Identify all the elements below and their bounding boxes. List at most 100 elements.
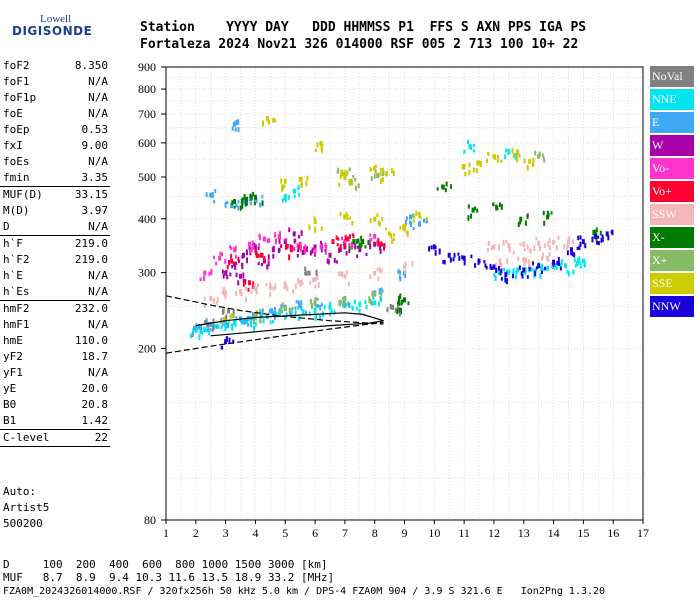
data-point-echo [314,250,317,256]
data-point-echo [351,180,354,186]
param-row: foF1p N/A [0,90,112,106]
data-point-echo [309,299,312,305]
data-point-echo [216,323,219,328]
param-row: B0 20.8 [0,397,112,413]
data-point-echo [230,254,233,259]
data-point-echo [533,269,536,274]
data-point-echo [319,304,322,311]
data-point-echo [343,302,346,308]
data-point-echo [377,237,380,244]
data-point-echo [320,246,323,253]
param-label: hmE [3,334,23,347]
data-point-echo [229,272,232,277]
data-point-echo [348,179,351,184]
data-point-echo [349,216,352,220]
data-point-echo [365,304,368,310]
data-point [349,178,353,184]
data-point [230,258,234,264]
data-point [403,297,406,303]
data-point-echo [281,198,284,203]
data-point [206,321,210,327]
data-point-echo [591,236,594,243]
data-point-echo [555,245,558,251]
data-point-echo [234,266,237,271]
data-point [522,267,526,273]
data-point-echo [316,297,319,301]
data-point-echo [289,312,292,316]
data-point-echo [583,260,586,267]
data-point-echo [572,269,575,275]
param-row: C-level 22 [0,430,112,446]
param-row: hmE 110.0 [0,333,112,349]
data-point-echo [519,242,522,246]
legend-item-sse: SSE [650,273,694,294]
data-point-echo [285,285,288,289]
data-point-echo [242,320,245,324]
data-point-echo [348,249,351,254]
data-point-echo [351,220,354,226]
data-point-echo [369,238,372,244]
data-point [516,267,520,273]
param-label: B1 [3,414,17,427]
data-point-echo [474,206,477,211]
data-point-echo [211,192,214,196]
data-point-echo [221,345,224,350]
data-point-echo [324,248,327,253]
header-line-1: Station YYYY DAY DDD HHMMSS P1 FFS S AXN… [140,20,587,35]
data-point-echo [497,244,500,251]
data-point-echo [311,277,314,283]
data-point-echo [297,300,300,306]
data-point-echo [505,148,508,153]
data-point-echo [240,198,243,204]
data-point-echo [374,169,377,174]
data-point-echo [377,241,380,246]
data-point-echo [531,261,534,266]
data-point-echo [252,316,255,323]
data-point-echo [338,300,341,307]
data-point-echo [281,184,284,189]
data-point-echo [577,258,580,262]
data-point [301,249,305,255]
data-point-echo [306,175,309,181]
data-point-echo [262,318,265,324]
data-point-echo [279,234,282,240]
data-point-echo [230,246,233,251]
data-point-echo [496,154,499,159]
param-value: 110.0 [74,334,108,347]
data-point [546,214,550,220]
logo-lowell-text: Lowell [40,13,72,25]
data-point-echo [539,245,542,252]
param-value: 3.97 [81,204,109,217]
data-point-echo [244,279,247,283]
param-label: foF1p [3,91,37,104]
data-point-echo [249,322,252,328]
data-point-echo [335,235,338,240]
data-point-echo [557,236,560,241]
data-point-echo [314,298,317,302]
data-point-echo [222,274,225,279]
data-point-echo [381,177,384,182]
data-point [224,339,228,345]
data-point-echo [336,243,339,247]
data-point-echo [296,243,299,249]
data-point-echo [554,263,557,268]
data-point-echo [473,143,476,147]
data-point-echo [228,261,231,266]
data-point-echo [453,252,456,258]
data-point-echo [578,256,581,261]
data-point-echo [390,233,393,239]
data-point-echo [214,324,217,328]
x-tick-label: 16 [607,526,619,540]
data-point-echo [592,229,595,236]
legend-item-nnw: NNW [650,296,694,317]
data-point [388,231,392,237]
data-point [391,304,395,310]
x-tick-label: 10 [428,526,440,540]
data-point-echo [320,302,323,307]
data-point-echo [340,236,343,241]
data-point-echo [320,148,323,153]
data-point-echo [244,286,247,291]
data-point [244,318,248,324]
data-point [373,291,377,297]
data-point-echo [217,324,220,329]
